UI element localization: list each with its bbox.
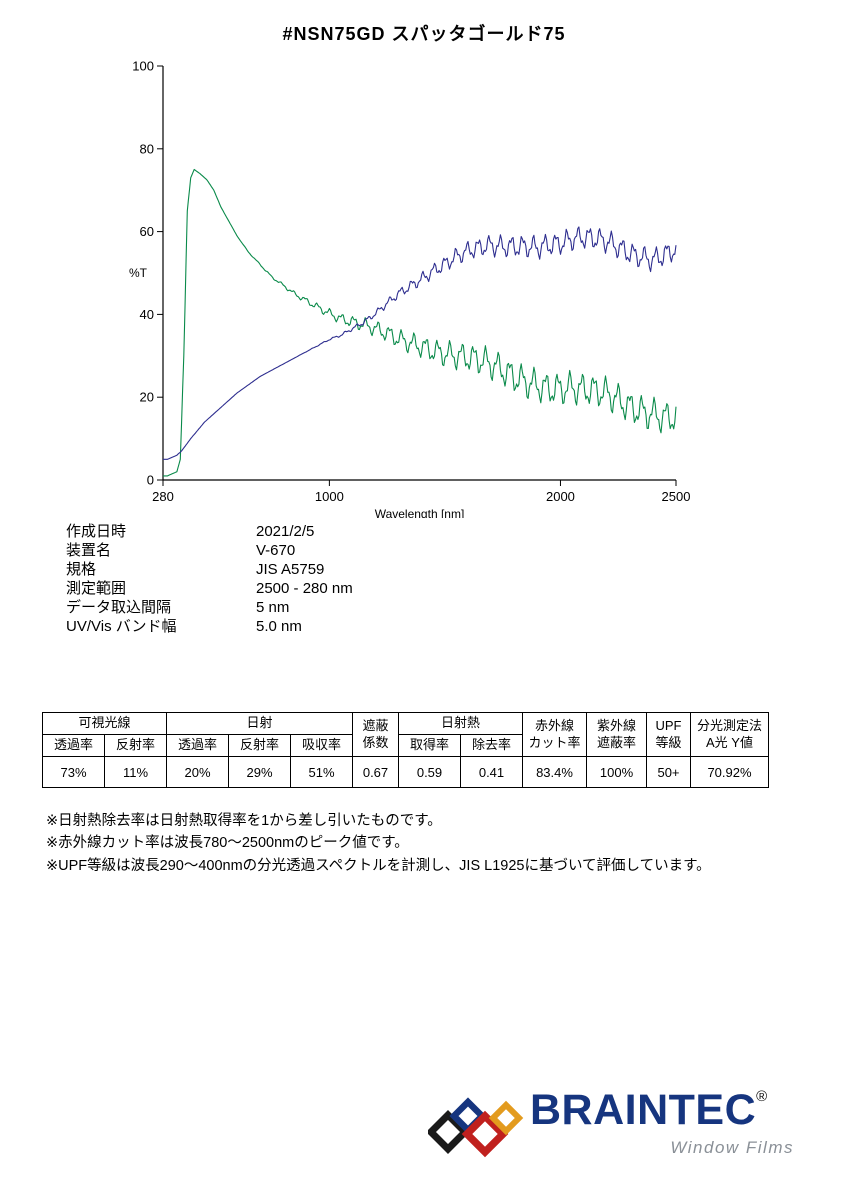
meta-row: データ取込間隔 5 nm bbox=[66, 598, 353, 617]
brand-name: BRAINTEC bbox=[530, 1086, 757, 1134]
meta-row: UV/Vis バンド幅 5.0 nm bbox=[66, 617, 353, 636]
value-cell: 11% bbox=[104, 756, 167, 788]
page-title: #NSN75GD スパッタゴールド75 bbox=[282, 24, 566, 44]
spectra-chart: 0 20 40 60 80 100 280 1000 2000 2500 %T Wavelength … bbox=[112, 56, 692, 522]
table-group-header-row: 可視光線 日射 遮蔽 係数 日射熱 赤外線 カット率 紫外線 遮蔽率 UPF 等… bbox=[42, 712, 769, 757]
y-tick-label: 100 bbox=[132, 59, 154, 74]
value-cell: 100% bbox=[586, 756, 647, 788]
group-solar-heat: 日射熱 bbox=[398, 712, 523, 735]
meta-label: 規格 bbox=[66, 561, 97, 578]
y-tick-label: 40 bbox=[140, 307, 154, 322]
group-spectro-y: 分光測定法 A光 Y値 bbox=[690, 712, 769, 757]
group-visible-light: 可視光線 bbox=[42, 712, 167, 735]
meta-row: 装置名 V-670 bbox=[66, 541, 353, 560]
value-cell: 0.41 bbox=[460, 756, 523, 788]
x-tick-label: 2000 bbox=[546, 489, 575, 504]
x-tick-label: 2500 bbox=[662, 489, 691, 504]
value-cell: 83.4% bbox=[522, 756, 587, 788]
y-tick-label: 20 bbox=[140, 390, 154, 405]
y-tick-label: 0 bbox=[147, 473, 154, 488]
meta-row: 作成日時 2021/2/5 bbox=[66, 522, 353, 541]
meta-value: 2021/2/5 bbox=[256, 523, 315, 540]
meta-value: 5 nm bbox=[256, 599, 290, 616]
measurement-metadata: 作成日時 2021/2/5 装置名 V-670 規格 JIS A5759 測定範… bbox=[66, 522, 353, 636]
series-transmittance bbox=[163, 168, 677, 477]
axes bbox=[162, 66, 676, 481]
footnotes: ※日射熱除去率は日射熱取得率を1から差し引いたものです。 ※赤外線カット率は波長… bbox=[46, 810, 711, 877]
logo-diamond-1 bbox=[428, 1110, 470, 1154]
value-cell: 73% bbox=[42, 756, 105, 788]
footnote: ※UPF等級は波長290〜400nmの分光透過スペクトルを計測し、JIS L19… bbox=[46, 857, 711, 874]
logo-diamond-4 bbox=[488, 1100, 524, 1136]
group-shading-coefficient: 遮蔽 係数 bbox=[352, 712, 399, 757]
sub-header: 透過率 bbox=[166, 734, 229, 757]
meta-label: 測定範囲 bbox=[66, 580, 127, 597]
y-axis-label: %T bbox=[129, 266, 148, 280]
group-ir-cut: 赤外線 カット率 bbox=[522, 712, 587, 757]
sub-header: 吸収率 bbox=[290, 734, 353, 757]
sub-header: 透過率 bbox=[42, 734, 105, 757]
meta-value: V-670 bbox=[256, 542, 296, 559]
sub-header: 反射率 bbox=[228, 734, 291, 757]
meta-value: JIS A5759 bbox=[256, 561, 325, 578]
group-uv-block: 紫外線 遮蔽率 bbox=[586, 712, 647, 757]
value-cell: 0.59 bbox=[398, 756, 461, 788]
value-cell: 0.67 bbox=[352, 756, 399, 788]
value-cell: 20% bbox=[166, 756, 229, 788]
meta-row: 規格 JIS A5759 bbox=[66, 560, 353, 579]
value-cell: 50+ bbox=[646, 756, 691, 788]
brand-line: BRAINTEC® bbox=[530, 1086, 767, 1135]
meta-label: UV/Vis バンド幅 bbox=[66, 618, 177, 635]
x-tick-label: 1000 bbox=[315, 489, 344, 504]
logo-diamond-3 bbox=[461, 1110, 509, 1158]
results-table: 可視光線 日射 遮蔽 係数 日射熱 赤外線 カット率 紫外線 遮蔽率 UPF 等… bbox=[42, 712, 769, 788]
meta-value: 5.0 nm bbox=[256, 618, 302, 635]
x-tick-label: 280 bbox=[152, 489, 174, 504]
braintec-logo: BRAINTEC® Window Films bbox=[428, 1080, 800, 1170]
brand-tagline: Window Films bbox=[670, 1138, 794, 1157]
x-axis-label: Wavelength [nm] bbox=[375, 507, 465, 518]
logo-diamonds-icon bbox=[428, 1097, 524, 1158]
y-tick-label: 80 bbox=[140, 141, 154, 156]
value-cell: 51% bbox=[290, 756, 353, 788]
sub-header: 反射率 bbox=[104, 734, 167, 757]
value-cell: 29% bbox=[228, 756, 291, 788]
sub-header: 取得率 bbox=[398, 734, 461, 757]
value-cell: 70.92% bbox=[690, 756, 769, 788]
meta-value: 2500 - 280 nm bbox=[256, 580, 353, 597]
meta-row: 測定範囲 2500 - 280 nm bbox=[66, 579, 353, 598]
group-upf: UPF 等級 bbox=[646, 712, 691, 757]
y-tick-label: 60 bbox=[140, 224, 154, 239]
series-reflectance bbox=[163, 226, 677, 460]
footnote: ※赤外線カット率は波長780〜2500nmのピーク値です。 bbox=[46, 835, 409, 852]
sub-header: 除去率 bbox=[460, 734, 523, 757]
footnote: ※日射熱除去率は日射熱取得率を1から差し引いたものです。 bbox=[46, 813, 442, 829]
table-value-row: 73% 11% 20% 29% 51% 0.67 0.59 0.41 83.4%… bbox=[42, 756, 769, 788]
spectra-svg: 0 20 40 60 80 100 280 1000 2000 2500 %T Wavelength … bbox=[129, 59, 691, 522]
meta-label: 作成日時 bbox=[66, 523, 127, 540]
registered-mark: ® bbox=[756, 1088, 768, 1105]
group-solar: 日射 bbox=[166, 712, 353, 735]
meta-label: データ取込間隔 bbox=[66, 599, 172, 616]
meta-label: 装置名 bbox=[66, 542, 112, 559]
